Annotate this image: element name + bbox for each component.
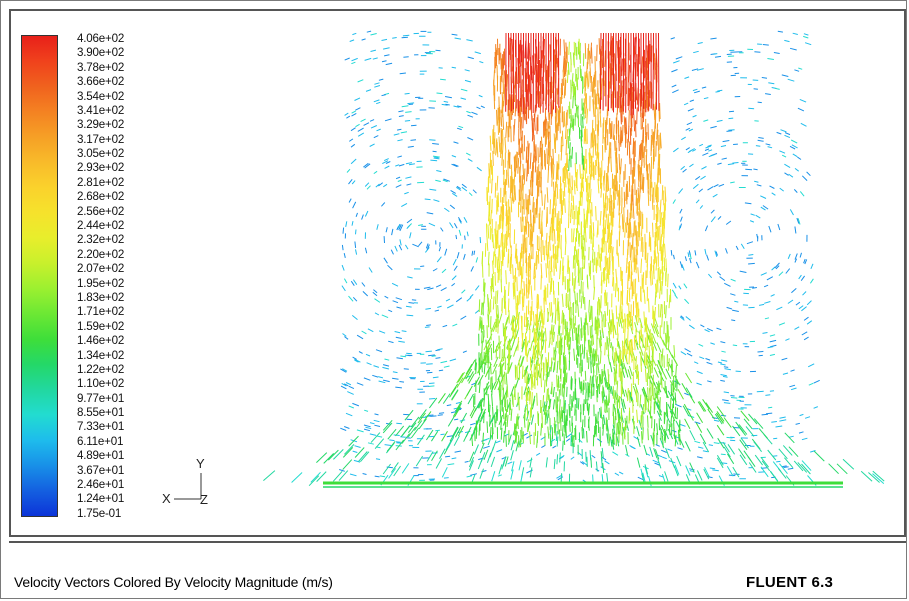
colorbar-label: 1.83e+02 xyxy=(77,290,125,304)
velocity-vector-plot xyxy=(263,30,885,488)
axis-triad-lines xyxy=(174,473,202,500)
graphics-viewport[interactable]: 4.06e+02 3.90e+02 3.78e+02 3.66e+02 3.54e+02… xyxy=(9,9,906,537)
colorbar-label: 2.68e+02 xyxy=(77,190,125,204)
z-axis-label: Z xyxy=(200,492,208,507)
colorbar-label: 2.46e+01 xyxy=(77,477,125,491)
x-axis-label: X xyxy=(162,491,171,506)
colorbar-label: 2.32e+02 xyxy=(77,233,125,247)
colorbar-label: 1.71e+02 xyxy=(77,305,125,319)
colorbar-label: 2.93e+02 xyxy=(77,161,125,175)
colorbar-label: 3.90e+02 xyxy=(77,46,125,60)
colorbar-label: 4.06e+02 xyxy=(77,32,125,45)
colorbar-label: 1.75e-01 xyxy=(77,506,122,520)
colorbar-label: 1.22e+02 xyxy=(77,362,125,376)
colorbar-label: 2.07e+02 xyxy=(77,262,125,276)
colorbar-label: 1.95e+02 xyxy=(77,276,125,290)
colorbar-label: 1.24e+01 xyxy=(77,492,125,506)
axis-triad: Y X Z xyxy=(156,456,226,516)
colorbar-label: 7.33e+01 xyxy=(77,420,125,434)
colorbar-label: 6.11e+01 xyxy=(77,434,124,448)
colorbar-label: 1.59e+02 xyxy=(77,319,125,333)
colorbar-label: 2.20e+02 xyxy=(77,247,125,261)
colorbar-label: 1.10e+02 xyxy=(77,377,125,391)
colorbar-label: 3.05e+02 xyxy=(77,147,125,161)
colorbar-label: 8.55e+01 xyxy=(77,406,125,420)
colorbar-label: 3.17e+02 xyxy=(77,132,125,146)
brand-version: 6.3 xyxy=(811,574,834,591)
colorbar-label: 3.66e+02 xyxy=(77,75,125,89)
colorbar-label: 3.54e+02 xyxy=(77,89,125,103)
caption-bar: Velocity Vectors Colored By Velocity Mag… xyxy=(9,541,906,597)
colorbar-label: 4.89e+01 xyxy=(77,449,125,463)
colorbar-label: 2.81e+02 xyxy=(77,175,125,189)
software-brand: FLUENT 6.3 xyxy=(746,574,833,591)
plot-caption: Velocity Vectors Colored By Velocity Mag… xyxy=(14,574,333,590)
colorbar-label: 1.46e+02 xyxy=(77,334,125,348)
colorbar-label: 3.78e+02 xyxy=(77,60,125,74)
colorbar-label: 3.67e+01 xyxy=(77,463,125,477)
colorbar-label: 3.41e+02 xyxy=(77,103,125,117)
vector-glyphs xyxy=(263,30,885,488)
colorbar-label: 2.44e+02 xyxy=(77,219,125,233)
velocity-colorbar xyxy=(21,35,58,517)
colorbar-label: 3.29e+02 xyxy=(77,118,125,132)
colorbar-label: 1.34e+02 xyxy=(77,348,125,362)
brand-name: FLUENT xyxy=(746,574,807,591)
colorbar-label: 2.56e+02 xyxy=(77,204,125,218)
y-axis-label: Y xyxy=(196,456,205,471)
colorbar-label: 9.77e+01 xyxy=(77,391,125,405)
